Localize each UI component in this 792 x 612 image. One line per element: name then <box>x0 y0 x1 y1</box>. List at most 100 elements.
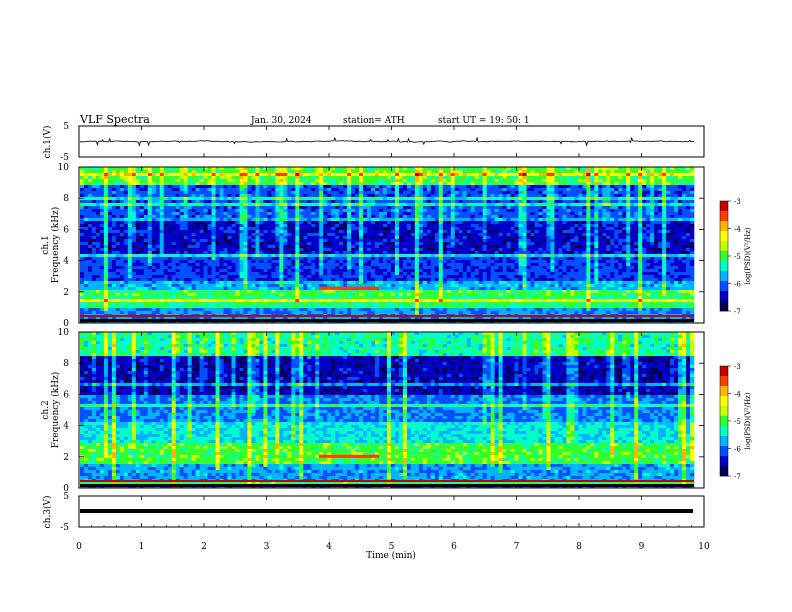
ch1-spectrogram-cell <box>450 188 456 192</box>
ch1-spectrogram-cell <box>438 245 444 249</box>
ch1-spectrogram-cell <box>323 224 328 228</box>
ch1-spectrogram-cell <box>99 215 105 219</box>
ch1-spectrogram-cell <box>207 170 212 174</box>
ch1-spectrogram-cell <box>139 194 145 198</box>
ch1-spectrogram-cell <box>283 179 288 183</box>
ch1-spectrogram-cell <box>654 173 659 177</box>
ch1-spectrogram-cell <box>271 203 276 207</box>
ch1-spectrogram-cell <box>622 224 627 228</box>
ch1-spectrogram-cell <box>299 254 304 258</box>
ch1-spectrogram-cell <box>618 191 623 195</box>
ch1-spectrogram-cell <box>642 191 647 195</box>
ch1-spectrogram-cell <box>363 170 368 174</box>
ch1-spectrogram-cell <box>195 227 200 231</box>
ch1-spectrogram-cell <box>371 200 376 204</box>
ch1-spectrogram-cell <box>115 167 121 171</box>
ch1-spectrogram-cell <box>538 227 543 231</box>
ch1-spectrogram-cell <box>670 224 675 228</box>
ch1-spectrogram-cell <box>406 221 412 225</box>
ch1-spectrogram-cell <box>458 248 464 252</box>
ch1-spectrogram-cell <box>299 209 304 213</box>
ch1-spectrogram-cell <box>243 218 248 222</box>
ch1-spectrogram-cell <box>83 182 89 186</box>
ch1-spectrogram-cell <box>303 233 308 237</box>
ch1-spectrogram-cell <box>558 215 563 219</box>
ch1-spectrogram-cell <box>590 167 595 171</box>
ch1-spectrogram-cell <box>283 254 288 258</box>
ch1-spectrogram-cell <box>331 236 336 240</box>
ch1-spectrogram-cell <box>662 248 667 252</box>
ch1-spectrogram-cell <box>355 224 360 228</box>
ch1-spectrogram-cell <box>626 170 631 174</box>
ch1-spectrogram-cell <box>235 215 240 219</box>
ch1-spectrogram-cell <box>642 197 647 201</box>
ch1-spectrogram-cell <box>534 194 539 198</box>
ch1-spectrogram-cell <box>650 194 655 198</box>
ch1-spectrogram-cell <box>518 206 523 210</box>
ch1-spectrogram-cell <box>562 173 567 177</box>
ch1-spectrogram-cell <box>259 245 264 249</box>
ch1-spectrogram-cell <box>335 230 340 234</box>
ch1-spectrogram-cell <box>187 212 192 216</box>
ch1-spectrogram-cell <box>690 170 695 174</box>
ch1-spectrogram-cell <box>363 254 368 258</box>
ch1-spectrogram-cell <box>99 212 105 216</box>
ch1-spectrogram-cell <box>199 167 204 171</box>
ch1-spectrogram-cell <box>458 200 464 204</box>
ch1-waveform-ylabel: ch.1(V) <box>42 126 53 159</box>
ch1-spectrogram-cell <box>606 185 611 189</box>
ch1-spectrogram-cell <box>458 245 464 249</box>
ch1-spectrogram-cell <box>127 251 133 255</box>
ch1-spectrogram-cell <box>394 242 400 246</box>
ch1-spectrogram-cell <box>638 230 643 234</box>
ch1-spectrogram-cell <box>586 179 591 183</box>
ch1-spectrogram-cell <box>646 221 651 225</box>
ch1-spectrogram-cell <box>406 179 412 183</box>
ch1-spectrogram-cell <box>558 251 563 255</box>
ch1-spectrogram-cell <box>347 185 352 189</box>
ch1-spectrogram-cell <box>590 176 595 180</box>
ch1-spectrogram-cell <box>371 209 376 213</box>
ch1-spectrogram-cell <box>251 185 256 189</box>
ch1-spectrogram-cell <box>215 212 220 216</box>
ch1-spectrogram-cell <box>371 167 376 171</box>
ch1-spectrogram-cell <box>151 248 157 252</box>
ch1-spectrogram-cell <box>458 236 464 240</box>
ch1-spectrogram-cell <box>103 173 109 177</box>
ch1-spectrogram-cell <box>690 167 695 171</box>
ch1-spectrogram-cell <box>191 212 196 216</box>
ch1-spectrogram-cell <box>474 170 479 174</box>
ch1-spectrogram-cell <box>550 206 555 210</box>
ch1-spectrogram-cell <box>558 260 563 264</box>
ch1-spectrogram-cell <box>666 239 671 243</box>
ch1-spectrogram-cell <box>530 260 535 264</box>
ch1-spectrogram-cell <box>594 239 599 243</box>
ch1-spectrogram-cell <box>207 185 212 189</box>
ch1-spectrogram-cell <box>398 173 404 177</box>
ch1-spectrogram-cell <box>654 212 659 216</box>
ch1-spectrogram-cell <box>263 176 268 180</box>
ch1-spectrogram-cell <box>119 218 125 222</box>
ch1-spectrogram-cell <box>159 182 165 186</box>
ch1-spectrogram-cell <box>610 170 615 174</box>
ch1-spectrogram-cell <box>231 206 236 210</box>
ch1-spectrogram-cell <box>690 188 695 192</box>
ch1-spectrogram-cell <box>662 215 667 219</box>
ch1-spectrogram-cell <box>371 188 376 192</box>
ch1-spectrogram-cell <box>490 221 495 225</box>
ch1-spectrogram-cell <box>514 173 519 177</box>
ch1-spectrogram-cell <box>267 209 272 213</box>
ch1-spectrogram-cell <box>163 197 169 201</box>
ch1-spectrogram-cell <box>379 200 384 204</box>
ch1-spectrogram-cell <box>438 233 444 237</box>
ch1-spectrogram-cell <box>167 236 172 240</box>
ch1-spectrogram-cell <box>175 182 180 186</box>
ch1-spectrogram-cell <box>430 227 436 231</box>
ch1-spectrogram-cell <box>570 254 575 258</box>
ch1-spectrogram-cell <box>163 260 169 264</box>
ch1-spectrogram-cell <box>662 236 667 240</box>
ch1-spectrogram-cell <box>658 170 663 174</box>
ch1-spectrogram-cell <box>550 188 555 192</box>
ch1-spectrogram-cell <box>534 203 539 207</box>
ch1-spectrogram-cell <box>690 224 695 228</box>
